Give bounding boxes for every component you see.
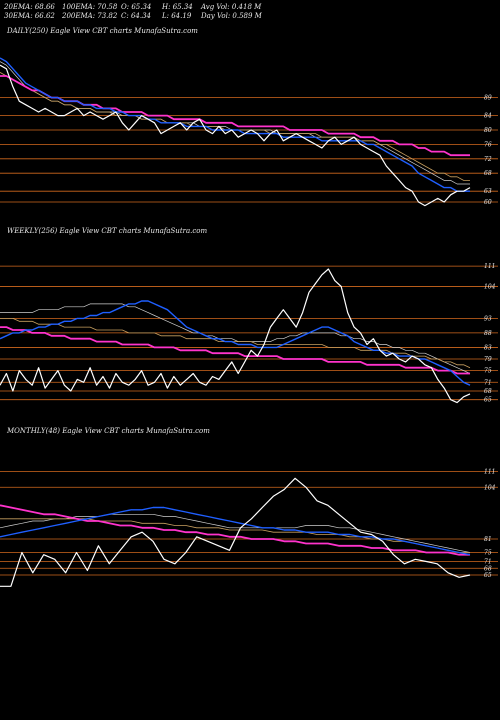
daily-ema-mid-line [0, 72, 470, 181]
weekly-level-label: 68 [484, 388, 492, 395]
monthly-price-line [0, 477, 471, 587]
header-high: H: 65.34 [162, 3, 193, 11]
header-ema100: 100EMA: 70.58 [62, 3, 118, 11]
monthly-level-label: 65 [484, 572, 492, 579]
daily-ema-blue-line [0, 57, 470, 192]
monthly-level-label: 111 [484, 469, 495, 476]
weekly-level-label: 83 [484, 344, 492, 351]
daily-level-label: 76 [484, 141, 492, 148]
daily-chart-title: DAILY(250) Eagle View CBT charts MunafaS… [7, 27, 198, 35]
daily-level-label: 68 [484, 170, 492, 177]
weekly-level-label: 75 [484, 368, 492, 375]
daily-level-label: 84 [484, 113, 492, 120]
weekly-level-label: 104 [484, 283, 496, 290]
header-close: C: 64.34 [121, 12, 151, 20]
weekly-level-label: 79 [484, 356, 492, 363]
monthly-level-label: 81 [484, 536, 492, 543]
weekly-level-label: 93 [484, 315, 492, 322]
header-avg-vol: Avg Vol: 0.418 M [201, 3, 262, 11]
monthly-chart-title: MONTHLY(48) Eagle View CBT charts Munafa… [7, 427, 210, 435]
monthly-level-label: 68 [484, 565, 492, 572]
daily-ema-light-line [0, 61, 470, 185]
weekly-level-label: 111 [484, 263, 495, 270]
weekly-level-label: 71 [484, 379, 492, 386]
monthly-ema-mid-line [0, 518, 470, 553]
weekly-chart: 111 104 93 88 83 79 75 71 68 65 [0, 263, 498, 404]
monthly-ema-blue-line [0, 506, 471, 556]
weekly-price-line [0, 268, 471, 404]
daily-chart: 89 84 80 76 72 68 63 60 [0, 57, 498, 207]
header-ema200: 200EMA: 73.82 [62, 12, 118, 20]
monthly-level-label: 71 [484, 559, 492, 566]
header-ema20: 20EMA: 68.66 [4, 3, 55, 11]
daily-price-line [0, 64, 471, 207]
daily-level-label: 80 [484, 127, 492, 134]
weekly-ema-magenta-line [0, 326, 470, 375]
daily-level-label: 72 [484, 156, 492, 163]
monthly-ema-magenta-line [0, 504, 470, 556]
weekly-ema-blue-line [0, 300, 471, 386]
header-low: L: 64.19 [162, 12, 192, 20]
daily-level-label: 89 [484, 95, 492, 102]
daily-level-label: 63 [484, 188, 492, 195]
header-day-vol: Day Vol: 0.589 M [201, 12, 262, 20]
monthly-ema-light-line [0, 513, 471, 553]
weekly-chart-title: WEEKLY(256) Eagle View CBT charts Munafa… [7, 227, 208, 235]
weekly-ema-light-line [0, 303, 471, 374]
header-open: O: 65.34 [121, 3, 152, 11]
monthly-level-label: 104 [484, 484, 496, 491]
monthly-level-label: 75 [484, 550, 492, 557]
header-ema30: 30EMA: 66.62 [4, 12, 55, 20]
weekly-level-label: 88 [484, 330, 492, 337]
daily-level-label: 60 [484, 199, 492, 206]
weekly-level-label: 65 [484, 397, 492, 404]
